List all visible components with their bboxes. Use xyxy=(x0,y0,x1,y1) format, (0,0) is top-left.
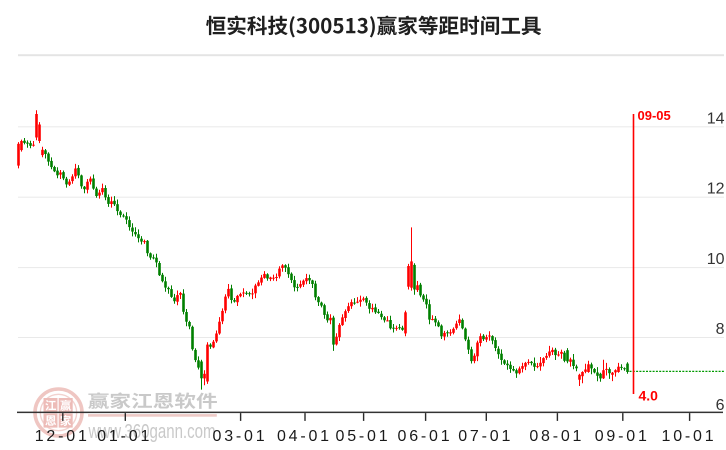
svg-text:4.0: 4.0 xyxy=(639,388,659,404)
svg-text:10: 10 xyxy=(707,251,725,268)
svg-text:8: 8 xyxy=(716,321,725,338)
svg-text:04-01: 04-01 xyxy=(277,428,332,445)
svg-text:12: 12 xyxy=(707,181,725,198)
svg-text:10-01: 10-01 xyxy=(662,428,717,445)
svg-text:12-01: 12-01 xyxy=(35,428,90,445)
svg-text:03-01: 03-01 xyxy=(213,428,268,445)
svg-text:05-01: 05-01 xyxy=(336,428,391,445)
svg-text:09-01: 09-01 xyxy=(595,428,650,445)
svg-text:01-01: 01-01 xyxy=(97,428,152,445)
svg-text:06-01: 06-01 xyxy=(398,428,453,445)
svg-text:6: 6 xyxy=(716,397,725,414)
svg-text:07-01: 07-01 xyxy=(458,428,513,445)
svg-text:www.360gann.com: www.360gann.com xyxy=(88,421,216,443)
svg-text:08-01: 08-01 xyxy=(529,428,584,445)
svg-text:09-05: 09-05 xyxy=(638,108,671,123)
svg-text:14: 14 xyxy=(707,110,725,127)
